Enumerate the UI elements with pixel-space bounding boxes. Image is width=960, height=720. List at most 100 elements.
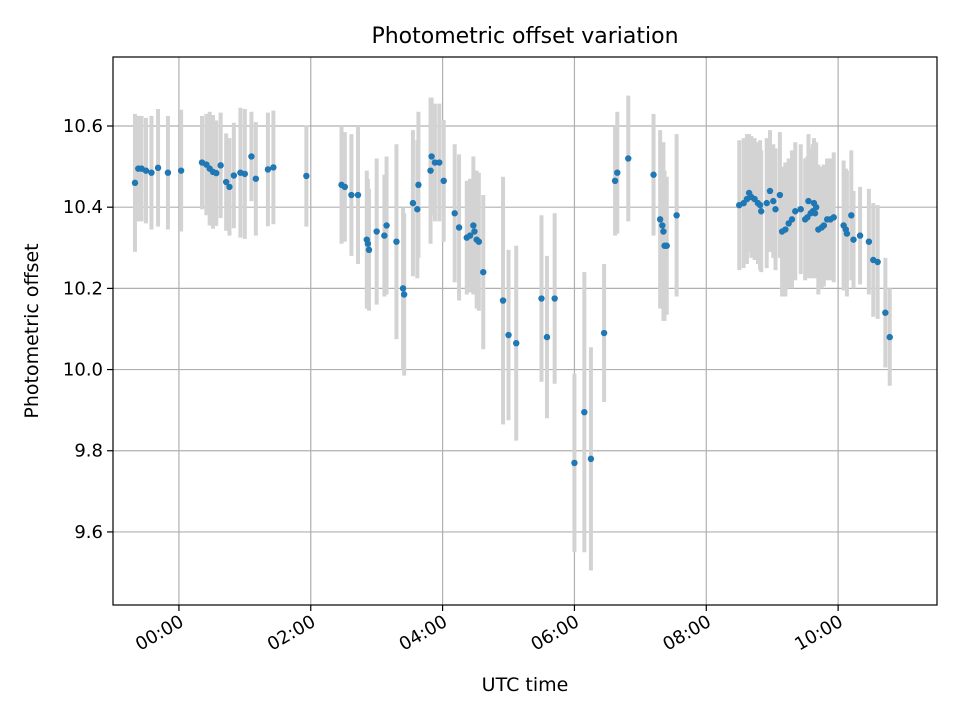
- data-point: [470, 222, 477, 229]
- x-axis-label: UTC time: [482, 674, 569, 696]
- data-point: [270, 164, 277, 171]
- data-point: [756, 201, 764, 209]
- y-tick-label: 9.6: [74, 522, 103, 543]
- data-point: [383, 222, 390, 229]
- data-point: [415, 181, 422, 189]
- data-point: [303, 172, 310, 180]
- data-point: [505, 331, 512, 339]
- data-point: [252, 175, 260, 182]
- y-axis-label: Photometric offset: [21, 243, 43, 418]
- data-point: [475, 238, 483, 245]
- data-point: [513, 339, 520, 347]
- data-point: [440, 177, 447, 185]
- data-point: [393, 238, 400, 245]
- data-point: [776, 191, 784, 199]
- data-point: [886, 333, 893, 341]
- plot-frame: [112, 56, 938, 606]
- data-point: [865, 238, 873, 245]
- data-point: [431, 159, 439, 166]
- data-point: [659, 222, 666, 229]
- data-point: [614, 169, 621, 176]
- data-point: [650, 171, 657, 178]
- data-point: [399, 285, 407, 292]
- data-point: [241, 170, 249, 178]
- data-point: [581, 408, 588, 416]
- data-point: [830, 214, 837, 221]
- data-point: [772, 206, 779, 213]
- data-point: [656, 216, 664, 223]
- data-point: [226, 183, 233, 191]
- data-point: [856, 232, 864, 239]
- data-point: [222, 178, 230, 186]
- data-point: [587, 455, 595, 463]
- data-point: [436, 159, 443, 166]
- data-point: [792, 208, 799, 215]
- data-point: [177, 167, 185, 174]
- data-point: [820, 222, 828, 229]
- data-point: [882, 309, 889, 316]
- data-point: [673, 212, 680, 219]
- data-point: [364, 240, 372, 247]
- data-point: [428, 153, 435, 160]
- data-point: [611, 177, 619, 185]
- data-point: [797, 206, 804, 213]
- y-tick-label: 10.0: [63, 360, 103, 381]
- data-point: [381, 232, 388, 239]
- data-point: [770, 197, 777, 205]
- data-point: [499, 297, 507, 304]
- chart-title: Photometric offset variation: [371, 24, 678, 49]
- data-point: [400, 291, 408, 298]
- data-point: [763, 199, 770, 207]
- data-point: [811, 210, 819, 217]
- data-point: [812, 203, 820, 211]
- data-point: [805, 197, 812, 205]
- y-tick-label: 10.4: [63, 197, 103, 218]
- data-point: [213, 169, 220, 177]
- data-point: [600, 329, 608, 337]
- data-point: [373, 228, 380, 235]
- data-point: [543, 333, 551, 341]
- data-point: [471, 228, 478, 235]
- data-point: [427, 167, 434, 174]
- data-point: [264, 166, 272, 173]
- data-point: [551, 295, 558, 302]
- data-point: [217, 162, 224, 169]
- data-point: [409, 199, 417, 207]
- data-point: [850, 236, 857, 243]
- y-tick-label: 9.8: [74, 441, 103, 462]
- y-tick-label: 10.2: [63, 278, 103, 299]
- data-point: [571, 459, 578, 467]
- data-point: [848, 212, 855, 219]
- data-point: [455, 224, 463, 231]
- data-point: [466, 232, 474, 239]
- data-point: [758, 208, 765, 215]
- data-point: [788, 216, 796, 223]
- data-point: [154, 164, 162, 172]
- data-point: [782, 226, 789, 233]
- data-point: [341, 183, 349, 191]
- data-point: [538, 295, 545, 302]
- data-point: [663, 242, 670, 249]
- data-point: [365, 246, 373, 254]
- data-point: [230, 172, 238, 179]
- data-point: [131, 179, 139, 187]
- data-point: [625, 155, 632, 162]
- data-points: [131, 153, 893, 467]
- data-point: [843, 230, 851, 237]
- data-point: [164, 169, 172, 176]
- data-point: [148, 169, 155, 176]
- data-point: [874, 258, 881, 266]
- data-point: [766, 187, 774, 195]
- y-tick-label: 10.6: [63, 116, 103, 137]
- data-point: [354, 191, 362, 199]
- data-point: [248, 153, 255, 160]
- data-point: [480, 268, 487, 276]
- data-point: [142, 167, 150, 174]
- data-point: [414, 206, 421, 213]
- y-axis: 9.6 9.8 10.0 10.2 10.4 10.6: [63, 116, 113, 543]
- data-point: [451, 210, 458, 217]
- data-point: [660, 228, 667, 235]
- data-point: [348, 191, 355, 199]
